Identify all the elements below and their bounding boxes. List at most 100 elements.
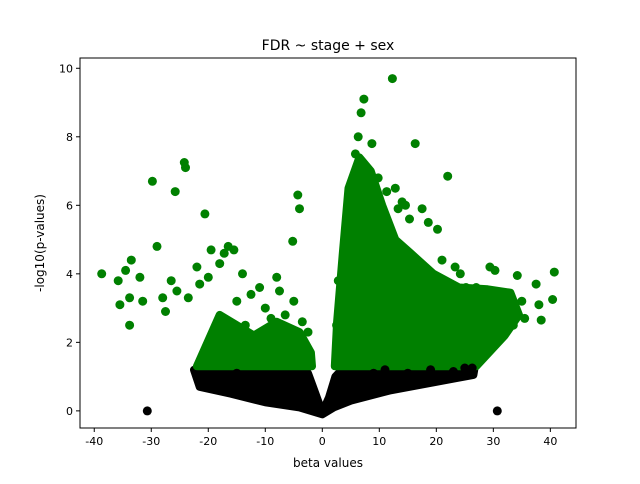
significant-point (181, 163, 190, 173)
x-tick-label: 10 (372, 435, 386, 448)
significant-point (494, 303, 504, 313)
significant-point (336, 337, 346, 347)
significant-cloud-negative (192, 310, 316, 371)
y-tick-label: 10 (59, 62, 73, 75)
nonsignificant-point (326, 394, 336, 404)
significant-point (410, 139, 420, 149)
significant-point (147, 176, 157, 186)
significant-point (138, 296, 148, 306)
y-tick-label: 0 (66, 405, 73, 418)
significant-point (382, 187, 392, 197)
nonsignificant-point (232, 368, 242, 378)
nonsignificant-point (196, 379, 206, 388)
nonsignificant-point (357, 372, 367, 382)
significant-point (135, 272, 145, 282)
nonsignificant-point (380, 365, 390, 375)
significant-point (206, 245, 216, 255)
nonsignificant-point (300, 379, 310, 388)
significant-point (414, 320, 424, 330)
significant-point (219, 248, 229, 258)
significant-point (474, 337, 484, 347)
y-axis-label: -log10(p-values) (33, 194, 47, 292)
significant-point (413, 283, 423, 292)
significant-point (531, 279, 541, 289)
significant-point (195, 279, 205, 289)
significant-point (508, 320, 518, 330)
nonsignificant-point (289, 389, 299, 399)
significant-point (255, 283, 265, 292)
significant-point (172, 286, 182, 296)
nonsignificant-point (448, 367, 458, 376)
significant-point (203, 272, 213, 282)
significant-point (427, 276, 437, 286)
significant-point (125, 293, 135, 303)
nonsignificant-point (317, 404, 327, 414)
nonsignificant-point (334, 385, 344, 395)
x-tick-label: 0 (319, 435, 326, 448)
significant-point (232, 296, 242, 306)
nonsignificant-point (212, 375, 222, 385)
plot-area (97, 74, 559, 419)
significant-point (340, 310, 350, 320)
significant-point (240, 320, 250, 330)
significant-point (390, 183, 400, 193)
significant-point (277, 341, 287, 351)
significant-point (300, 344, 310, 354)
significant-point (379, 248, 389, 258)
x-tick-label: 30 (486, 435, 500, 448)
nonsignificant-point (243, 382, 253, 392)
significant-point (376, 228, 386, 238)
nonsignificant-point (492, 406, 502, 416)
significant-point (126, 255, 136, 265)
significant-point (405, 214, 414, 224)
significant-point (158, 293, 168, 303)
significant-point (286, 331, 296, 340)
significant-point (520, 313, 530, 323)
significant-point (423, 217, 433, 227)
significant-point (440, 317, 450, 327)
nonsignificant-point (309, 396, 319, 406)
significant-point (125, 320, 135, 330)
significant-point (461, 283, 471, 292)
significant-point (200, 209, 210, 219)
significant-point (333, 276, 343, 286)
significant-point (229, 245, 239, 255)
nonsignificant-point (142, 406, 152, 416)
significant-point (260, 303, 270, 313)
significant-point (356, 108, 366, 118)
chart-title: FDR ~ stage + sex (262, 38, 395, 54)
significant-point (443, 171, 453, 181)
y-tick-label: 6 (66, 199, 73, 212)
nonsignificant-point (220, 379, 230, 388)
significant-point (289, 296, 299, 306)
significant-point (393, 204, 403, 214)
significant-point (433, 224, 442, 234)
y-axis-ticks: 0 2 4 6 8 10 (59, 62, 80, 418)
significant-point (97, 269, 107, 279)
significant-point (303, 327, 313, 337)
nonsignificant-point (426, 365, 436, 375)
significant-point (455, 269, 465, 279)
significant-point (166, 276, 176, 286)
significant-point (170, 187, 180, 197)
significant-point (534, 300, 544, 310)
nonsignificant-point (460, 363, 470, 373)
significant-point (297, 317, 307, 327)
significant-point (497, 331, 507, 340)
nonsignificant-point (414, 372, 424, 382)
significant-point (238, 269, 247, 279)
x-tick-label: -20 (199, 435, 217, 448)
significant-point (257, 331, 267, 340)
significant-point (334, 355, 344, 364)
x-axis-ticks: -40 -30 -20 -10 0 10 20 30 40 (85, 428, 557, 448)
significant-point (451, 331, 461, 340)
significant-point (332, 320, 342, 330)
nonsignificant-point (437, 372, 447, 382)
significant-point (370, 207, 380, 217)
significant-point (437, 255, 447, 265)
significant-point (272, 272, 282, 282)
x-tick-label: -40 (85, 435, 103, 448)
significant-point (517, 296, 527, 306)
significant-point (343, 217, 353, 227)
